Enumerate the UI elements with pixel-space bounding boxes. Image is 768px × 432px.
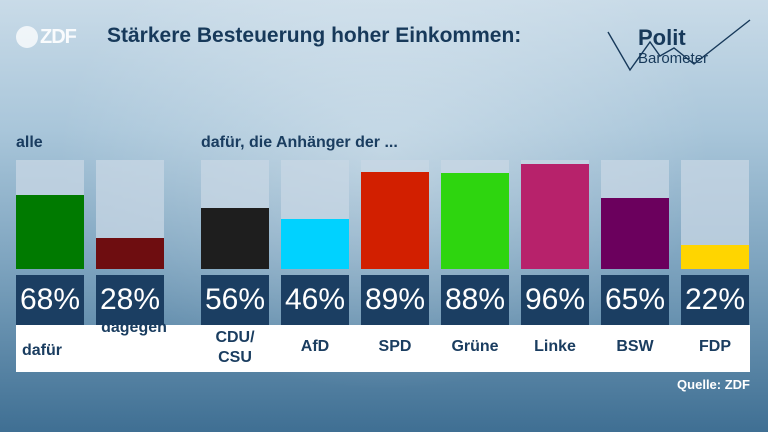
data-label: 88%	[444, 283, 506, 316]
category-label: dagegen	[101, 319, 167, 336]
value-box	[16, 275, 84, 325]
section-label-parties: dafür, die Anhänger der ...	[201, 134, 398, 151]
bar-track	[16, 160, 84, 269]
bar-2	[201, 208, 269, 269]
value-box	[441, 275, 509, 325]
bar-track	[521, 160, 589, 269]
category-label: Grüne	[451, 338, 499, 355]
bar-track	[361, 160, 429, 269]
value-box	[361, 275, 429, 325]
data-label: 46%	[284, 283, 346, 316]
bar-8	[681, 245, 749, 269]
value-box	[521, 275, 589, 325]
data-label: 28%	[99, 283, 161, 316]
bar-track	[96, 160, 164, 269]
value-box	[681, 275, 749, 325]
bar-track	[601, 160, 669, 269]
bar-1	[96, 238, 164, 269]
section-label-all: alle	[16, 134, 43, 151]
category-label: Linke	[534, 338, 576, 355]
bar-3	[281, 219, 349, 269]
chart-title: Stärkere Besteuerung hoher Einkommen:	[107, 24, 522, 47]
brand-line1: Polit	[638, 25, 686, 50]
category-label: dafür	[22, 342, 62, 359]
category-label-line2: CSU	[218, 349, 252, 366]
bar-4	[361, 172, 429, 269]
bar-track	[681, 160, 749, 269]
bar-6	[521, 164, 589, 269]
data-label: 96%	[524, 283, 586, 316]
zdf-logo-text: ZDF	[40, 25, 77, 48]
brand-line2: Barometer	[638, 50, 709, 67]
category-label-line1: CDU/	[215, 329, 255, 346]
data-label: 68%	[19, 283, 81, 316]
data-label: 22%	[684, 283, 746, 316]
politbarometer-logo-icon	[607, 19, 751, 72]
value-box	[601, 275, 669, 325]
value-box	[201, 275, 269, 325]
bar-7	[601, 198, 669, 269]
bar-0	[16, 195, 84, 269]
zdf-logo: ZDF	[16, 24, 77, 50]
category-label: FDP	[699, 338, 731, 355]
value-box	[96, 275, 164, 325]
zdf-logo-icon	[16, 26, 38, 48]
category-label: CDU/CSU	[201, 328, 269, 368]
category-band	[16, 325, 750, 372]
source-note: Quelle: ZDF	[677, 377, 750, 392]
value-box	[281, 275, 349, 325]
category-label: SPD	[378, 338, 412, 355]
bar-track	[281, 160, 349, 269]
bar-track	[441, 160, 509, 269]
bar-track	[201, 160, 269, 269]
data-label: 65%	[604, 283, 666, 316]
data-label: 56%	[204, 283, 266, 316]
category-label: AfD	[300, 338, 330, 355]
bar-5	[441, 173, 509, 269]
category-label: BSW	[616, 338, 654, 355]
data-label: 89%	[364, 283, 426, 316]
